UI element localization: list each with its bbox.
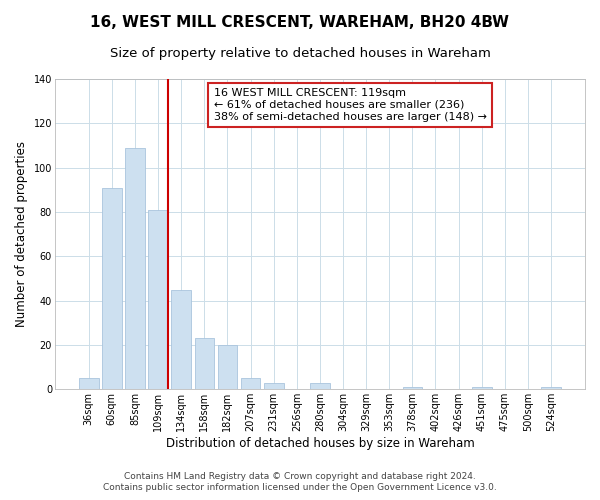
Text: 16 WEST MILL CRESCENT: 119sqm
← 61% of detached houses are smaller (236)
38% of : 16 WEST MILL CRESCENT: 119sqm ← 61% of d… xyxy=(214,88,487,122)
Text: Size of property relative to detached houses in Wareham: Size of property relative to detached ho… xyxy=(110,48,490,60)
Bar xyxy=(310,382,330,390)
X-axis label: Distribution of detached houses by size in Wareham: Distribution of detached houses by size … xyxy=(166,437,474,450)
Bar xyxy=(472,387,491,390)
Bar xyxy=(125,148,145,390)
Bar xyxy=(194,338,214,390)
Bar xyxy=(241,378,260,390)
Text: Contains HM Land Registry data © Crown copyright and database right 2024.: Contains HM Land Registry data © Crown c… xyxy=(124,472,476,481)
Bar xyxy=(403,387,422,390)
Text: Contains public sector information licensed under the Open Government Licence v3: Contains public sector information licen… xyxy=(103,484,497,492)
Bar xyxy=(148,210,168,390)
Bar xyxy=(541,387,561,390)
Bar xyxy=(102,188,122,390)
Bar xyxy=(79,378,98,390)
Bar xyxy=(264,382,284,390)
Bar xyxy=(172,290,191,390)
Text: 16, WEST MILL CRESCENT, WAREHAM, BH20 4BW: 16, WEST MILL CRESCENT, WAREHAM, BH20 4B… xyxy=(91,15,509,30)
Y-axis label: Number of detached properties: Number of detached properties xyxy=(15,141,28,327)
Bar xyxy=(218,345,237,390)
